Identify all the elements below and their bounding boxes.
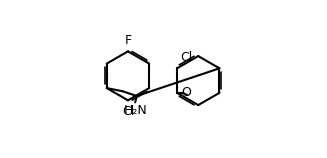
Text: F: F	[124, 34, 131, 47]
Text: Cl: Cl	[180, 51, 193, 64]
Text: Cl: Cl	[123, 105, 135, 118]
Text: O: O	[181, 86, 191, 99]
Text: H₂N: H₂N	[123, 104, 147, 117]
